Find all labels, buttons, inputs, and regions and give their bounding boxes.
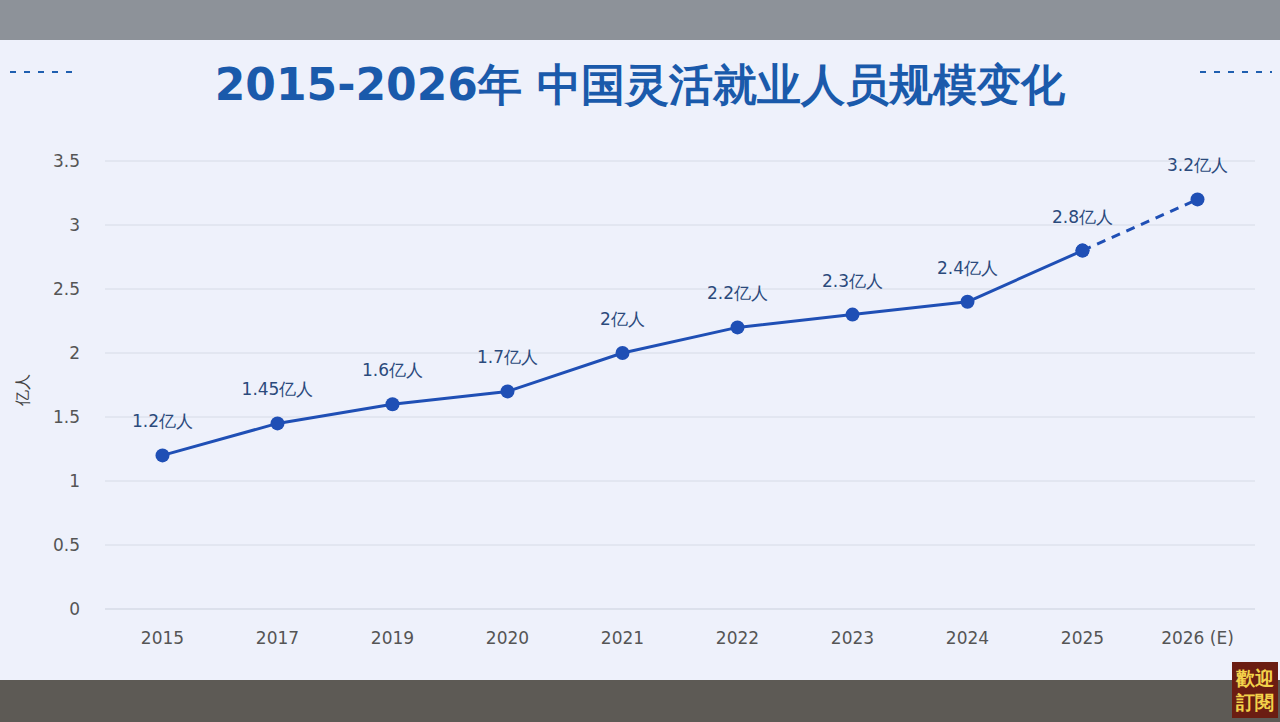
grid-line (105, 161, 1255, 162)
y-tick-label: 0.5 (53, 535, 80, 555)
marker (616, 346, 630, 360)
decoration (10, 71, 80, 73)
x-tick-label: 2026 (E) (1161, 628, 1234, 648)
data-label: 2.2亿人 (707, 283, 768, 303)
x-tick-label: 2021 (601, 628, 644, 648)
marker (961, 295, 975, 309)
marker (731, 320, 745, 334)
grid-line (105, 545, 1255, 546)
panel (0, 40, 1280, 680)
marker (1076, 244, 1090, 258)
x-tick-label: 2023 (831, 628, 874, 648)
marker (1076, 244, 1090, 258)
title: 2015-2026年 中国灵活就业人员规模变化 (215, 59, 1067, 110)
marker (1191, 192, 1205, 206)
data-label: 2.8亿人 (1052, 207, 1113, 227)
marker (501, 384, 515, 398)
data-label: 1.2亿人 (132, 411, 193, 431)
x-tick-label: 2025 (1061, 628, 1104, 648)
bottom-strip (0, 680, 1280, 722)
data-label: 2亿人 (600, 309, 645, 329)
marker (846, 308, 860, 322)
watermark: 歡迎 (1235, 667, 1274, 689)
top-strip (0, 0, 1280, 42)
grid-line (105, 289, 1255, 290)
decoration (1200, 71, 1272, 73)
x-tick-label: 2015 (141, 628, 184, 648)
x-tick-label: 2020 (486, 628, 529, 648)
marker (156, 448, 170, 462)
y-tick-label: 3 (69, 215, 80, 235)
y-axis-title: 亿人 (13, 374, 32, 407)
x-tick-label: 2019 (371, 628, 414, 648)
data-label: 1.7亿人 (477, 347, 538, 367)
data-label: 2.4亿人 (937, 258, 998, 278)
y-tick-label: 2.5 (53, 279, 80, 299)
grid-line (105, 353, 1255, 354)
chart: 2015-2026年 中国灵活就业人员规模变化 0 0.5 1 1.5 2 2.5 3 3.5 亿… (0, 0, 1280, 722)
x-tick-label: 2024 (946, 628, 989, 648)
marker (271, 416, 285, 430)
y-tick-label: 2 (69, 343, 80, 363)
y-tick-label: 1 (69, 471, 80, 491)
data-label: 3.2亿人 (1167, 155, 1228, 175)
grid-line (105, 609, 1255, 610)
data-label: 1.6亿人 (362, 360, 423, 380)
y-tick-label: 0 (69, 599, 80, 619)
y-tick-label: 3.5 (53, 151, 80, 171)
y-tick-label: 1.5 (53, 407, 80, 427)
watermark-box (1232, 662, 1278, 718)
marker (386, 397, 400, 411)
x-axis (105, 609, 1255, 610)
data-label: 1.45亿人 (242, 379, 314, 399)
marks (156, 192, 1205, 462)
line (163, 251, 1083, 456)
data-label: 2.3亿人 (822, 271, 883, 291)
watermark: 訂閱 (1235, 691, 1274, 713)
data-labels: 1.2亿人 1.45亿人 1.6亿人 1.7亿人 2亿人 2.2亿人 2.3亿人 2.4亿人 2… (132, 155, 1228, 431)
x-tick-label: 2022 (716, 628, 759, 648)
x-tick-label: 2017 (256, 628, 299, 648)
grid-line (105, 481, 1255, 482)
